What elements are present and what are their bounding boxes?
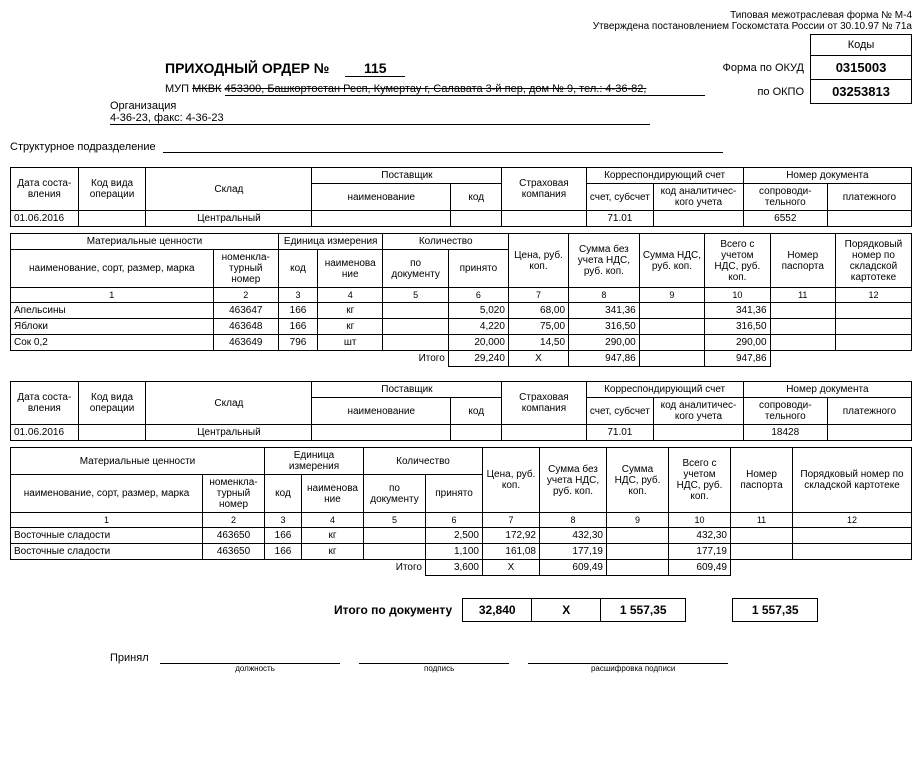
title-label: ПРИХОДНЫЙ ОРДЕР № (165, 60, 329, 76)
signature-row: Принял должность подпись расшифровка под… (110, 652, 912, 676)
approved-line: Утверждена постановлением Госкомстата Ро… (10, 21, 912, 32)
title-number: 115 (345, 60, 405, 77)
form-meta: Типовая межотраслевая форма № М-4 Утверж… (10, 10, 912, 32)
subtotal-row-1: Итого 29,240 Х 947,86 947,86 (11, 351, 912, 367)
subtotal-row-2: Итого 3,600 Х 609,49 609,49 (11, 560, 912, 576)
form-line: Типовая межотраслевая форма № М-4 (10, 10, 912, 21)
okpo-label: по ОКПО (713, 80, 811, 104)
items-table-2: Материальные ценности Единица измерения … (10, 447, 912, 576)
header-table-2: Дата соста-вления Код вида операции Скла… (10, 381, 912, 441)
table-row: Восточные сладости463650166кг1,100161,08… (11, 544, 912, 560)
doc-total: Итого по документу 32,840 Х 1 557,35 1 5… (10, 598, 912, 622)
header-data-row-1: 01.06.2016 Центральный 71.01 6552 (11, 211, 912, 227)
items-table-1: Материальные ценности Единица измерения … (10, 233, 912, 367)
okud-value: 0315003 (811, 56, 912, 80)
table-row: Яблоки463648166кг4,22075,00316,50316,50 (11, 319, 912, 335)
codes-header: Коды (811, 35, 912, 56)
okpo-value: 03253813 (811, 80, 912, 104)
table-row: Апельсины463647166кг5,02068,00341,36341,… (11, 303, 912, 319)
okud-label: Форма по ОКУД (713, 56, 811, 80)
codes-box: Коды Форма по ОКУД 0315003 по ОКПО 03253… (713, 34, 913, 104)
struct-row: Структурное подразделение (10, 141, 912, 153)
table-row: Восточные сладости463650166кг2,500172,92… (11, 528, 912, 544)
header-table-1: Дата соста-вления Код вида операции Скла… (10, 167, 912, 227)
table-row: Сок 0,2463649796шт20,00014,50290,00290,0… (11, 335, 912, 351)
header-data-row-2: 01.06.2016 Центральный 71.01 18428 (11, 425, 912, 441)
